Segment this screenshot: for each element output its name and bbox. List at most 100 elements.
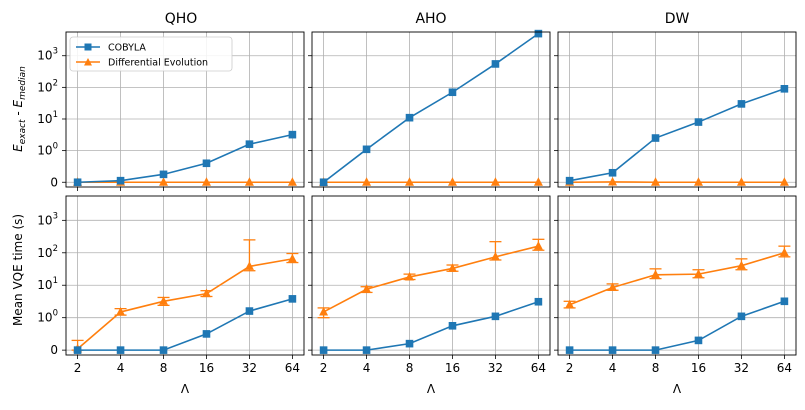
y-axis-label-top-sub2: median xyxy=(18,66,28,100)
cobyla-point-r1-c2-4 xyxy=(738,313,746,321)
x-tick-label-r1-c0-1: 4 xyxy=(117,361,125,375)
cobyla-line-r1-c0 xyxy=(78,299,293,350)
cobyla-point-r0-c2-2 xyxy=(652,134,660,142)
cobyla-line-r1-c2 xyxy=(570,301,785,350)
panel-frame-r1-c2 xyxy=(558,196,796,355)
cobyla-line-r1-c1 xyxy=(324,302,539,350)
x-tick-label-r1-c2-2: 8 xyxy=(652,361,660,375)
de-point-r1-c0-3 xyxy=(202,289,211,298)
cobyla-point-r1-c0-4 xyxy=(246,307,254,315)
cobyla-point-r0-c0-1 xyxy=(117,177,125,185)
y-tick-label-r1-c0-3: 102 xyxy=(37,244,58,260)
cobyla-point-r0-c1-2 xyxy=(406,114,414,122)
cobyla-point-r0-c0-4 xyxy=(246,140,254,148)
cobyla-point-r0-c2-0 xyxy=(566,177,574,185)
y-tick-label-base-r0-c0-2: 10 xyxy=(37,112,52,126)
cobyla-point-r1-c2-1 xyxy=(609,346,617,354)
x-tick-label-r1-c2-5: 64 xyxy=(777,361,792,375)
panel-title-dw: DW xyxy=(665,11,690,27)
y-tick-label-r0-c0-3: 102 xyxy=(37,78,58,94)
y-tick-label-base-r1-c0-3: 10 xyxy=(37,246,52,260)
panel-title-aho: AHO xyxy=(415,11,446,27)
y-tick-label-exp-r0-c0-4: 3 xyxy=(53,47,58,57)
de-line-r1-c2 xyxy=(570,253,785,305)
x-tick-label-r1-c0-2: 8 xyxy=(160,361,168,375)
cobyla-point-r0-c1-0 xyxy=(320,178,328,186)
y-tick-label-exp-r0-c0-1: 0 xyxy=(53,142,58,152)
cobyla-point-r0-c1-3 xyxy=(449,88,457,96)
cobyla-line-r0-c0 xyxy=(78,135,293,183)
de-line-r1-c0 xyxy=(78,259,293,349)
cobyla-point-r1-c2-5 xyxy=(781,297,789,305)
y-tick-label-base-r0-c0-1: 10 xyxy=(37,144,52,158)
y-tick-label-exp-r0-c0-3: 2 xyxy=(53,78,58,88)
y-tick-label-exp-r1-c0-2: 1 xyxy=(53,276,58,286)
y-tick-label-base-r1-c0-4: 10 xyxy=(37,213,52,227)
panel-frame-r1-c1 xyxy=(312,196,550,355)
x-tick-label-r1-c1-4: 32 xyxy=(488,361,503,375)
y-tick-label-base-r1-c0-1: 10 xyxy=(37,311,52,325)
cobyla-point-r1-c0-0 xyxy=(74,346,82,354)
y-tick-label-r0-c0-2: 101 xyxy=(37,110,58,126)
y-tick-label-r1-c0-0: 0 xyxy=(50,343,58,357)
de-point-r1-c1-5 xyxy=(534,241,543,250)
legend-cobyla-marker xyxy=(85,44,92,51)
panel-frame-r1-c0 xyxy=(66,196,304,355)
y-tick-label-base-r0-c0-3: 10 xyxy=(37,80,52,94)
cobyla-point-r0-c2-1 xyxy=(609,169,617,177)
cobyla-point-r1-c2-2 xyxy=(652,346,660,354)
legend: COBYLA Differential Evolution xyxy=(70,37,232,71)
y-axis-label-top-minus: - xyxy=(11,107,25,119)
y-tick-label-r1-c0-1: 100 xyxy=(37,309,58,325)
cobyla-point-r1-c2-0 xyxy=(566,346,574,354)
x-tick-label-r1-c0-4: 32 xyxy=(242,361,257,375)
y-tick-label-exp-r1-c0-4: 3 xyxy=(53,211,58,221)
x-tick-label-r1-c0-5: 64 xyxy=(285,361,300,375)
x-tick-label-r1-c1-1: 4 xyxy=(363,361,371,375)
de-point-r1-c0-5 xyxy=(288,254,297,262)
legend-cobyla-label: COBYLA xyxy=(108,43,146,54)
y-tick-label-r1-c0-2: 101 xyxy=(37,276,58,292)
y-tick-label-r0-c0-4: 103 xyxy=(37,47,58,63)
panel-frame-r0-c2 xyxy=(558,32,796,187)
cobyla-point-r0-c1-5 xyxy=(535,30,543,38)
panel-title-qho: QHO xyxy=(165,11,198,27)
y-axis-label-bottom: Mean VQE time (s) xyxy=(11,214,25,326)
x-tick-label-r1-c2-1: 4 xyxy=(609,361,617,375)
cobyla-point-r1-c1-3 xyxy=(449,322,457,330)
cobyla-point-r1-c0-2 xyxy=(160,346,168,354)
cobyla-point-r1-c1-5 xyxy=(535,298,543,306)
x-tick-label-r1-c0-3: 16 xyxy=(199,361,214,375)
x-axis-label-dw: Λ xyxy=(673,382,682,396)
cobyla-point-r1-c1-1 xyxy=(363,346,371,354)
cobyla-point-r1-c1-2 xyxy=(406,340,414,348)
x-tick-label-r1-c1-3: 16 xyxy=(445,361,460,375)
x-tick-label-r1-c0-0: 2 xyxy=(74,361,82,375)
cobyla-point-r0-c2-4 xyxy=(738,100,746,108)
cobyla-point-r1-c0-5 xyxy=(289,295,297,303)
cobyla-point-r0-c2-5 xyxy=(781,85,789,93)
y-tick-label-r0-c0-0: 0 xyxy=(50,175,58,189)
y-tick-label-exp-r0-c0-2: 1 xyxy=(53,110,58,120)
y-tick-label-exp-r1-c0-3: 2 xyxy=(53,244,58,254)
cobyla-point-r0-c0-3 xyxy=(203,159,211,167)
cobyla-point-r1-c1-0 xyxy=(320,346,328,354)
cobyla-point-r0-c0-0 xyxy=(74,178,82,186)
x-tick-label-r1-c1-2: 8 xyxy=(406,361,414,375)
cobyla-point-r1-c2-3 xyxy=(695,337,703,345)
cobyla-point-r0-c2-3 xyxy=(695,118,703,126)
cobyla-point-r0-c1-4 xyxy=(492,60,500,68)
cobyla-point-r1-c0-1 xyxy=(117,346,125,354)
cobyla-point-r0-c1-1 xyxy=(363,146,371,154)
x-axis-label-aho: Λ xyxy=(427,382,436,396)
y-tick-label-exp-r1-c0-1: 0 xyxy=(53,309,58,319)
y-axis-label-top-sub1: exact xyxy=(18,119,28,144)
x-tick-label-r1-c2-0: 2 xyxy=(566,361,574,375)
cobyla-point-r0-c0-2 xyxy=(160,171,168,179)
cobyla-point-r0-c0-5 xyxy=(289,131,297,139)
x-axis-label-qho: Λ xyxy=(181,382,190,396)
legend-de-label: Differential Evolution xyxy=(108,58,208,69)
cobyla-line-r0-c2 xyxy=(570,89,785,181)
